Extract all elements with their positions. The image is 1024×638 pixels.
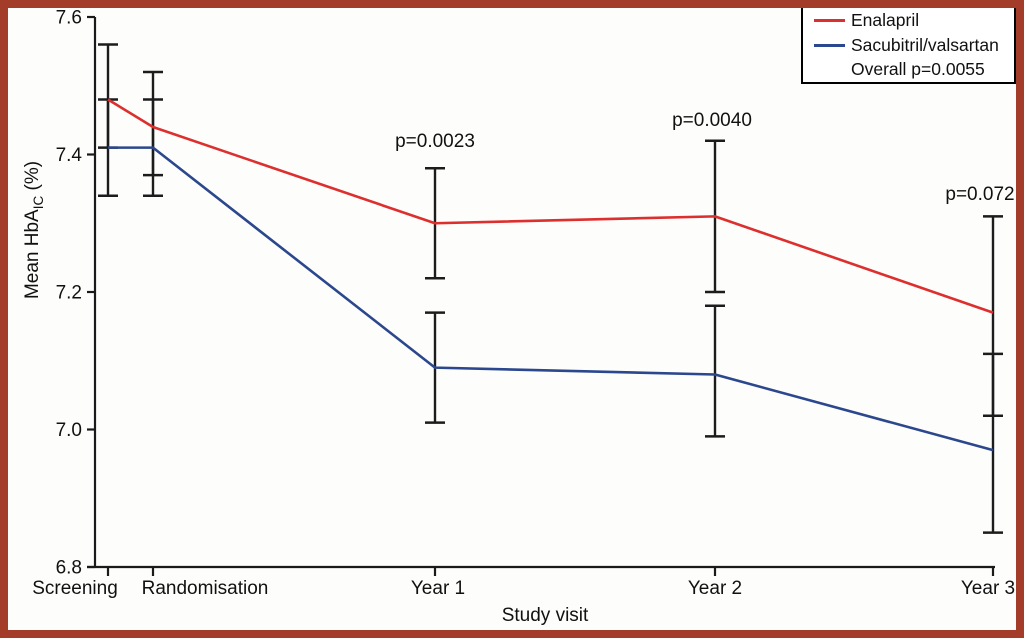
x-tick-label: Year 1 — [411, 578, 465, 599]
p-value-annotation: p=0.0040 — [672, 110, 752, 131]
p-value-annotation: p=0.072 — [945, 184, 1014, 205]
legend-item-sacubitril-valsartan: Sacubitril/valsartan — [803, 33, 1014, 58]
legend-label-enalapril: Enalapril — [851, 9, 920, 30]
p-value-annotation: p=0.0023 — [395, 131, 475, 152]
legend: Enalapril Sacubitril/valsartan Overall p… — [801, 6, 1016, 84]
legend-label-sacubitril-valsartan: Sacubitril/valsartan — [851, 34, 999, 55]
y-tick-label: 7.4 — [56, 145, 83, 166]
legend-spacer — [814, 68, 845, 71]
y-tick-label: 6.8 — [56, 558, 82, 579]
sacubitril-valsartan-line-swatch — [814, 43, 845, 47]
x-tick-label: Screening — [32, 578, 118, 599]
y-axis-title: Mean HbAIC (%) — [22, 161, 46, 299]
y-tick-label: 7.6 — [56, 8, 82, 29]
series-line-sacubitril-valsartan — [108, 146, 994, 452]
y-tick-label: 7.2 — [56, 283, 82, 304]
series-line-enalapril — [107, 98, 994, 314]
x-axis-title: Study visit — [502, 605, 589, 626]
y-tick-label: 7.0 — [56, 420, 82, 441]
legend-item-overall-p: Overall p=0.0055 — [803, 57, 1014, 82]
x-tick-label: Year 2 — [688, 578, 742, 599]
legend-label-overall-p: Overall p=0.0055 — [851, 59, 985, 80]
enalapril-line-swatch — [814, 18, 845, 22]
legend-item-enalapril: Enalapril — [803, 8, 1014, 33]
x-tick-label: Randomisation — [142, 578, 269, 599]
x-tick-label: Year 3 — [961, 578, 1015, 599]
